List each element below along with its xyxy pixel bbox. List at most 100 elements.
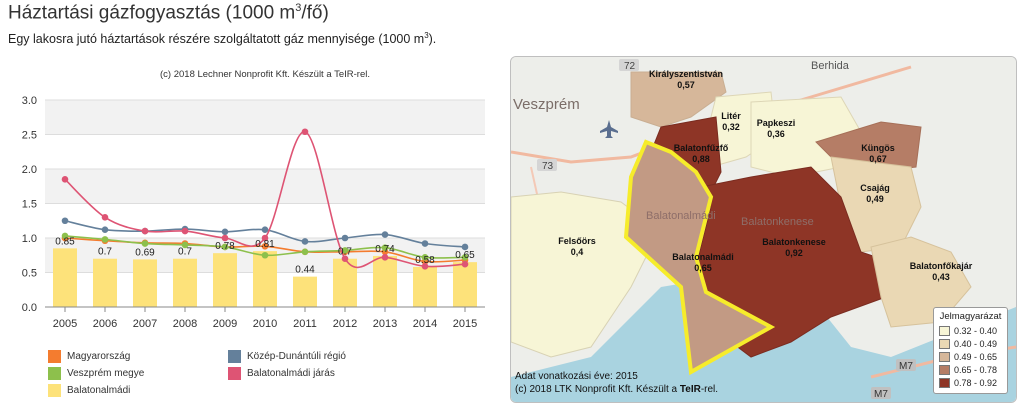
region-balatonfokajar[interactable] — [870, 236, 972, 328]
place-name-kiralyszentistvan: Királyszentistván — [649, 69, 723, 79]
place-name-liter: Litér — [721, 111, 741, 121]
series-point — [421, 254, 429, 261]
grid-band — [45, 169, 485, 204]
legend-swatch — [939, 351, 950, 362]
map-legend-row: 0.65 - 0.78 — [939, 363, 1002, 376]
place-value-balatonfokajar: 0,43 — [932, 272, 950, 282]
basemap-label-balatonkenese: Balatonkenese — [741, 216, 814, 228]
bar — [133, 259, 157, 307]
chart-legend: Magyarország Közép-Dunántúli régió Veszpré… — [0, 340, 500, 400]
series-point — [221, 228, 229, 236]
bar-data-label: 0.44 — [295, 265, 315, 276]
map-legend-row: 0.40 - 0.49 — [939, 337, 1002, 350]
series-point — [421, 262, 429, 270]
y-tick-label: 0.5 — [22, 268, 37, 280]
region-kiralyszentistvan[interactable] — [630, 71, 727, 128]
legend-swatch — [939, 377, 950, 388]
legend-item[interactable]: Veszprém megye — [48, 367, 144, 380]
region-balatonalmadi-highlight[interactable] — [623, 139, 776, 376]
legend-swatch — [48, 384, 61, 397]
map-legend: Jelmagyarázat 0.32 - 0.40 0.40 - 0.49 0.… — [933, 307, 1008, 394]
y-tick-label: 0.0 — [22, 302, 37, 314]
place-value-balatonkenese: 0,92 — [785, 248, 803, 258]
series-point — [461, 243, 469, 251]
map-footer: Adat vonatkozási éve: 2015 (c) 2018 LTK … — [515, 370, 718, 396]
place-value-felsoors: 0,4 — [571, 247, 584, 257]
series-point — [181, 227, 189, 235]
bar-data-label: 0.74 — [375, 244, 395, 255]
series-point — [261, 251, 269, 259]
legend-swatch — [939, 364, 950, 375]
series-line — [64, 130, 466, 269]
series-point — [61, 217, 69, 225]
series-point — [381, 244, 389, 251]
road-shield-72 — [619, 59, 639, 71]
bar-data-label: 0.7 — [338, 247, 352, 258]
legend-item[interactable]: Balatonalmádi járás — [228, 367, 335, 380]
legend-range: 0.65 - 0.78 — [954, 364, 998, 375]
legend-item[interactable]: Balatonalmádi — [48, 384, 130, 397]
bar — [53, 248, 77, 307]
place-name-csajag: Csajág — [860, 183, 890, 193]
x-tick-label: 2006 — [93, 318, 117, 330]
bar — [173, 258, 197, 307]
map-legend-row: 0.78 - 0.92 — [939, 376, 1002, 389]
bar-data-label: 0.58 — [415, 255, 435, 266]
series-point — [301, 238, 309, 245]
bar — [413, 266, 437, 307]
bar-data-label: 0.65 — [455, 250, 475, 261]
bar-line-chart: (c) 2018 Lechner Nonprofit Kft. Készült … — [22, 69, 485, 330]
x-tick-label: 2013 — [373, 318, 397, 330]
series-point — [461, 254, 469, 261]
road-shield-m7 — [871, 387, 891, 399]
map-canvas[interactable]: Veszprém Berhida Balatonkenese Balatonal… — [511, 57, 1016, 402]
x-tick-label: 2012 — [333, 318, 357, 330]
series-point — [101, 236, 109, 243]
x-tick-label: 2014 — [413, 318, 437, 330]
road-shield-73 — [537, 159, 557, 171]
x-tick-label: 2005 — [53, 318, 77, 330]
legend-range: 0.49 - 0.65 — [954, 351, 998, 362]
map-panel[interactable]: Veszprém Berhida Balatonkenese Balatonal… — [510, 56, 1017, 403]
road-number-m7: M7 — [899, 361, 913, 372]
chart-credit: (c) 2018 Lechner Nonprofit Kft. Készült … — [160, 69, 370, 80]
legend-label: Veszprém megye — [67, 368, 145, 379]
basemap-label-veszprem: Veszprém — [513, 96, 580, 113]
x-tick-label: 2010 — [253, 318, 277, 330]
place-value-balatonfuzfo: 0,88 — [692, 154, 710, 164]
legend-swatch — [939, 325, 950, 336]
bar — [253, 251, 277, 307]
y-tick-label: 2.0 — [22, 164, 37, 176]
series-point — [301, 248, 309, 256]
legend-label: Közép-Dunántúli régió — [247, 351, 346, 362]
grid-band — [45, 100, 485, 135]
place-value-papkeszi: 0,36 — [767, 129, 785, 139]
series-point — [421, 240, 429, 247]
page-title: Háztartási gázfogyasztás (1000 m3/fő) — [8, 2, 329, 24]
y-tick-label: 2.5 — [22, 130, 37, 142]
place-value-balatonalmadi: 0,65 — [694, 263, 712, 273]
place-value-liter: 0,32 — [722, 122, 740, 132]
legend-item[interactable]: Közép-Dunántúli régió — [228, 350, 346, 363]
place-value-kiralyszentistvan: 0,57 — [677, 80, 695, 90]
series-point — [61, 232, 69, 240]
series-point — [141, 240, 149, 247]
series-point — [461, 260, 469, 268]
legend-item[interactable]: Magyarország — [48, 350, 130, 363]
series-point — [261, 234, 269, 242]
x-tick-label: 2015 — [453, 318, 477, 330]
place-name-balatonfuzfo: Balatonfűzfő — [674, 143, 729, 153]
road-number-72: 72 — [624, 61, 636, 72]
basemap-label-berhida: Berhida — [811, 60, 850, 72]
x-tick-label: 2007 — [133, 318, 157, 330]
series-point — [341, 247, 349, 254]
legend-range: 0.78 - 0.92 — [954, 377, 998, 388]
map-data-year: Adat vonatkozási éve: 2015 — [515, 371, 638, 382]
map-legend-row: 0.32 - 0.40 — [939, 324, 1002, 337]
bar — [373, 255, 397, 307]
place-value-csajag: 0,49 — [866, 194, 884, 204]
series-point — [221, 234, 229, 242]
legend-label: Magyarország — [67, 351, 131, 362]
airport-icon — [600, 120, 618, 138]
bar — [453, 262, 477, 307]
